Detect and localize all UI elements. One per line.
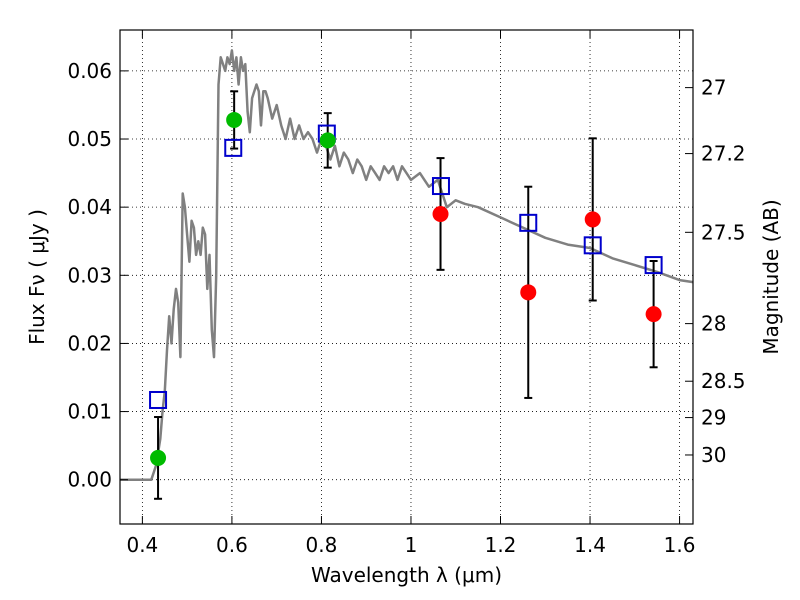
- model-square: [519, 213, 538, 232]
- right-tick-label: 27.5: [701, 220, 746, 244]
- right-tick-label: 27.2: [701, 142, 746, 166]
- x-tick-label: 1: [405, 533, 418, 557]
- x-axis-ticks: 0.4 0.6 0.8 1 1.2 1.4 1.6: [126, 30, 695, 557]
- green-data-point: [319, 132, 336, 149]
- model-square: [644, 256, 663, 275]
- y-tick-label: 0.06: [67, 59, 112, 83]
- y-axis-ticks: 0.00 0.01 0.02 0.03 0.04 0.05 0.06: [67, 59, 128, 492]
- red-data-point: [520, 284, 537, 301]
- right-tick-label: 27: [701, 76, 726, 100]
- model-square: [149, 390, 168, 409]
- model-sed-line: [120, 49, 694, 481]
- green-data-point: [226, 111, 243, 128]
- y-tick-label: 0.03: [67, 263, 112, 287]
- right-tick-label: 30: [701, 443, 726, 467]
- y-tick-label: 0.04: [67, 195, 112, 219]
- x-tick-label: 0.4: [126, 533, 158, 557]
- model-square: [431, 177, 450, 196]
- x-tick-label: 1.4: [574, 533, 606, 557]
- x-tick-label: 0.6: [216, 533, 248, 557]
- red-data-point: [432, 205, 449, 222]
- y-axis-label: Flux Fν ( μJy ): [25, 209, 49, 345]
- x-tick-label: 1.6: [664, 533, 696, 557]
- right-axis-label: Magnitude (AB): [759, 199, 783, 354]
- right-tick-label: 28.5: [701, 369, 746, 393]
- x-tick-label: 0.8: [306, 533, 338, 557]
- model-sed-layer: [120, 49, 694, 481]
- right-axis-ticks: 27 27.2 27.5 28 28.5 29 30: [685, 76, 746, 467]
- model-square: [224, 138, 243, 157]
- right-tick-label: 28: [701, 312, 726, 336]
- y-tick-label: 0.00: [67, 468, 112, 492]
- y-tick-label: 0.02: [67, 331, 112, 355]
- model-square: [583, 236, 602, 255]
- data-point-layer: [150, 111, 662, 466]
- y-tick-label: 0.01: [67, 400, 112, 424]
- red-data-point: [584, 211, 601, 228]
- green-data-point: [150, 449, 167, 466]
- y-tick-label: 0.05: [67, 127, 112, 151]
- x-tick-label: 1.2: [485, 533, 517, 557]
- x-axis-label: Wavelength λ (μm): [311, 563, 502, 587]
- plot-frame: [119, 29, 694, 525]
- right-tick-label: 29: [701, 406, 726, 430]
- red-data-point: [645, 306, 662, 323]
